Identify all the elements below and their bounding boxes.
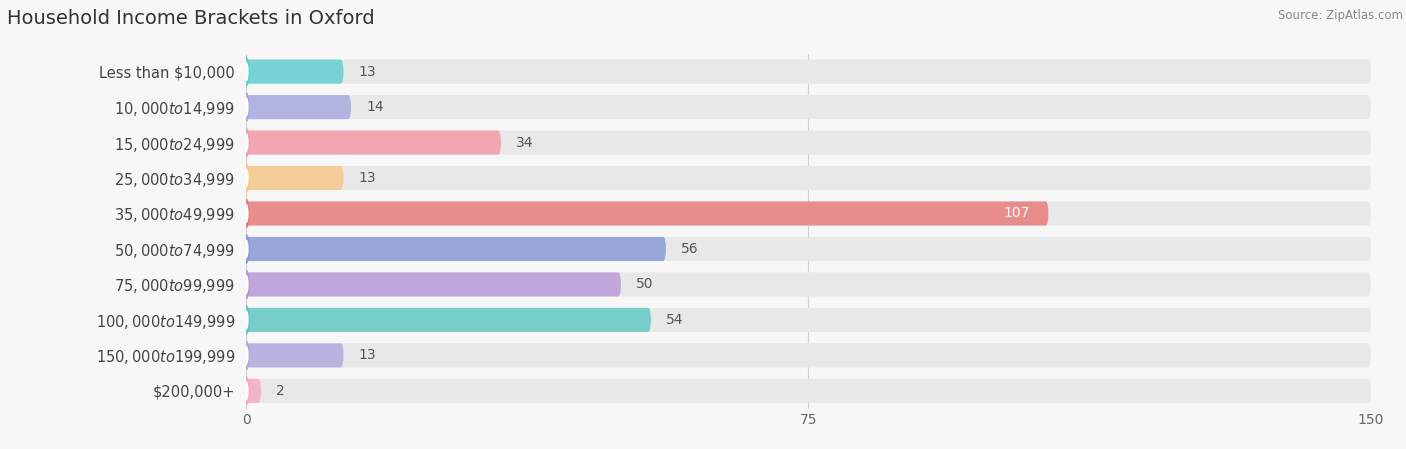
Text: 34: 34 <box>516 136 533 150</box>
FancyBboxPatch shape <box>246 379 1371 403</box>
FancyBboxPatch shape <box>246 273 621 296</box>
FancyBboxPatch shape <box>246 308 1371 332</box>
Circle shape <box>245 205 247 222</box>
Text: 56: 56 <box>681 242 699 256</box>
Circle shape <box>245 382 247 400</box>
Text: 13: 13 <box>359 348 377 362</box>
Circle shape <box>245 276 247 293</box>
FancyBboxPatch shape <box>246 202 1371 225</box>
Circle shape <box>243 128 249 157</box>
Text: 2: 2 <box>276 384 285 398</box>
Circle shape <box>243 235 249 263</box>
Circle shape <box>245 311 247 329</box>
FancyBboxPatch shape <box>246 237 1371 261</box>
Text: Source: ZipAtlas.com: Source: ZipAtlas.com <box>1278 9 1403 22</box>
Circle shape <box>245 347 247 364</box>
Circle shape <box>245 63 247 80</box>
FancyBboxPatch shape <box>246 343 343 367</box>
FancyBboxPatch shape <box>246 237 666 261</box>
Text: 13: 13 <box>359 65 377 79</box>
FancyBboxPatch shape <box>246 60 343 84</box>
Circle shape <box>243 199 249 228</box>
Circle shape <box>243 93 249 121</box>
FancyBboxPatch shape <box>246 95 352 119</box>
Text: 13: 13 <box>359 171 377 185</box>
FancyBboxPatch shape <box>246 131 501 154</box>
FancyBboxPatch shape <box>246 202 1049 225</box>
Circle shape <box>245 169 247 187</box>
Text: 50: 50 <box>636 277 654 291</box>
Text: Household Income Brackets in Oxford: Household Income Brackets in Oxford <box>7 9 374 28</box>
FancyBboxPatch shape <box>246 308 651 332</box>
Text: 14: 14 <box>366 100 384 114</box>
Circle shape <box>243 341 249 370</box>
Circle shape <box>243 164 249 192</box>
FancyBboxPatch shape <box>246 60 1371 84</box>
FancyBboxPatch shape <box>246 131 1371 154</box>
Circle shape <box>245 134 247 151</box>
Circle shape <box>245 240 247 258</box>
FancyBboxPatch shape <box>246 379 262 403</box>
Circle shape <box>243 377 249 405</box>
FancyBboxPatch shape <box>246 166 343 190</box>
Circle shape <box>245 98 247 116</box>
Circle shape <box>243 306 249 334</box>
FancyBboxPatch shape <box>246 343 1371 367</box>
Text: 107: 107 <box>1004 207 1029 220</box>
Text: 54: 54 <box>666 313 683 327</box>
Circle shape <box>243 270 249 299</box>
Circle shape <box>243 57 249 86</box>
FancyBboxPatch shape <box>246 166 1371 190</box>
FancyBboxPatch shape <box>246 95 1371 119</box>
FancyBboxPatch shape <box>246 273 1371 296</box>
